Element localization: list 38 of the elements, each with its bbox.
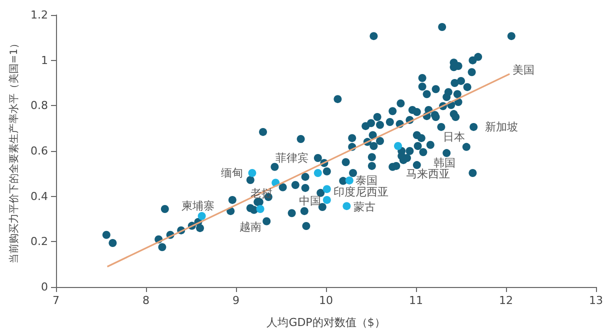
point	[314, 168, 322, 177]
x-tick-label: 8	[142, 294, 150, 307]
point	[394, 142, 402, 150]
annotation: 印度尼西亚	[333, 186, 388, 199]
point	[322, 185, 331, 194]
annotation: 越南	[239, 220, 262, 234]
annotation: 泰国	[355, 174, 378, 187]
y-tick-label: 0	[41, 280, 48, 294]
annotation: 韩国	[433, 156, 456, 170]
point	[248, 168, 256, 177]
y-tick-label: 1	[41, 54, 48, 67]
y-tick-label: 0.8	[30, 99, 48, 112]
y-tick-label: 0.4	[30, 190, 48, 203]
y-tick-label: 0.2	[30, 235, 48, 248]
y-tick-label: 1.2	[30, 8, 48, 22]
y-tick-label: 0.6	[30, 144, 48, 158]
y-axis-title: 当前购买力平价下的全要素生产率水平（美国=1）	[8, 38, 20, 264]
x-tick-label: 7	[52, 294, 60, 307]
point	[345, 176, 354, 184]
x-tick-label: 12	[499, 294, 513, 307]
x-tick-label: 9	[232, 294, 240, 307]
annotation: 新加坡	[485, 120, 518, 134]
point	[256, 205, 264, 214]
x-axis-title: 人均GDP的对数值（$）	[266, 316, 386, 329]
annotation: 马来西亚	[406, 168, 450, 181]
annotation: 美国	[512, 63, 535, 76]
annotation: 菲律宾	[275, 151, 308, 164]
annotation: 柬埔寨	[181, 200, 214, 213]
x-tick-label: 13	[589, 294, 603, 307]
point	[342, 202, 351, 210]
annotation: 蒙古	[354, 200, 376, 214]
point	[322, 196, 331, 204]
point	[198, 212, 206, 220]
annotation: 缅甸	[221, 166, 244, 180]
x-tick-label: 10	[319, 294, 333, 307]
x-tick-label: 11	[409, 294, 423, 307]
annotation: 中国	[298, 194, 321, 208]
annotation: 日本	[442, 130, 465, 144]
